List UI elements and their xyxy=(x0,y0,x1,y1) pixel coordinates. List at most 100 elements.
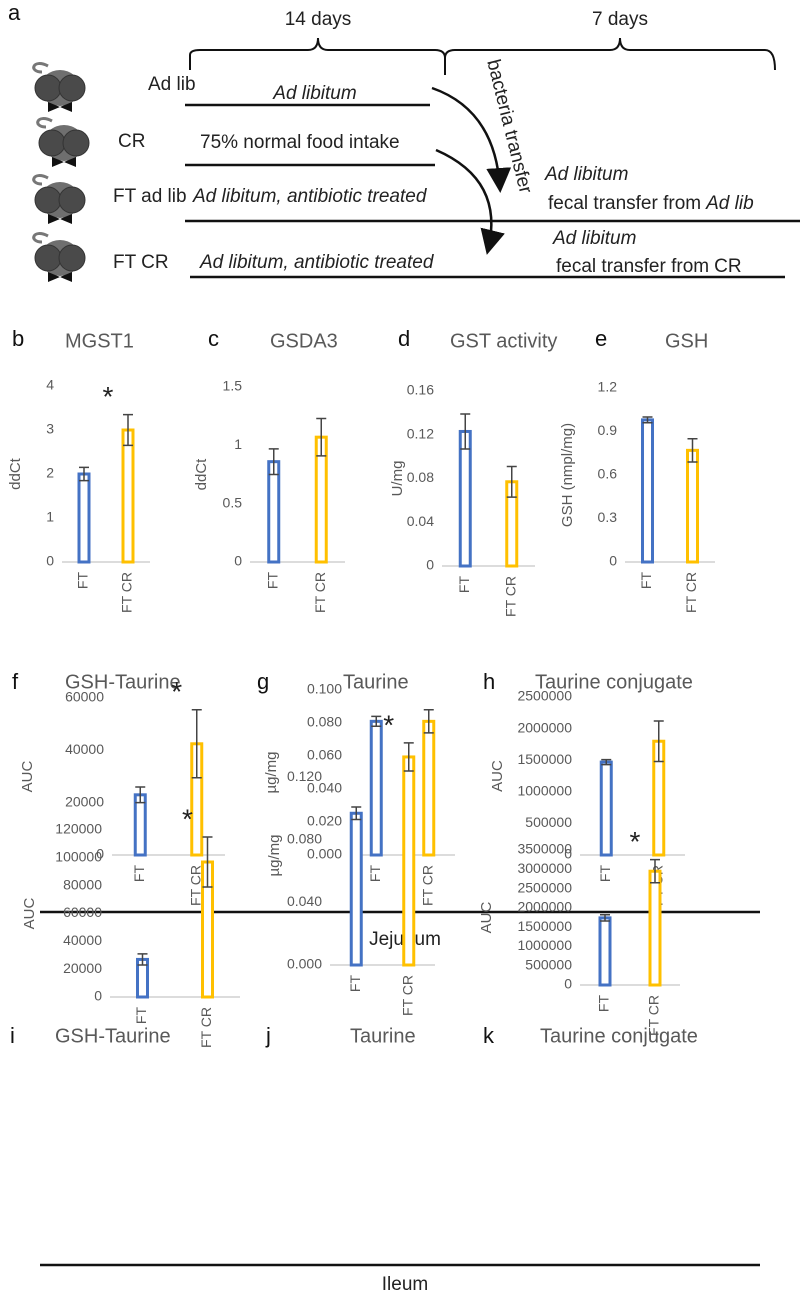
x-tick-label: FT xyxy=(456,576,472,594)
y-tick-label: 20000 xyxy=(63,960,102,976)
x-tick-label: FT CR xyxy=(198,1007,214,1048)
panel-letter: h xyxy=(483,669,495,694)
x-tick-label: FT CR xyxy=(312,572,328,613)
y-axis-label: AUC xyxy=(19,760,36,792)
y-axis-label: µg/mg xyxy=(263,752,280,794)
transfer-text: fecal transfer from Ad lib xyxy=(548,193,754,214)
y-tick-label: 0.060 xyxy=(307,747,342,763)
error-bar xyxy=(202,836,213,888)
error-bar xyxy=(135,786,146,804)
y-tick-label: 2500000 xyxy=(517,879,572,895)
bar xyxy=(458,429,472,568)
y-tick-label: 1.2 xyxy=(598,379,618,395)
y-tick-label: 0 xyxy=(94,988,102,1004)
bar xyxy=(686,448,699,564)
significance-mark: * xyxy=(383,709,394,740)
y-tick-label: 0 xyxy=(564,846,572,862)
x-tick-label: FT xyxy=(367,865,383,883)
error-bar xyxy=(79,466,89,482)
significance-mark: * xyxy=(182,803,193,834)
panel-title: GSH-Taurine xyxy=(55,1025,171,1047)
mouse-icon xyxy=(36,117,91,169)
group-label: CR xyxy=(118,131,145,152)
x-tick-label: FT CR xyxy=(119,572,135,613)
panel-letter: a xyxy=(8,0,21,25)
bar xyxy=(402,755,416,967)
y-tick-label: 0.100 xyxy=(307,681,342,697)
group-label: FT CR xyxy=(113,252,169,273)
transfer-diet: Ad libitum xyxy=(552,228,636,249)
x-tick-label: FT CR xyxy=(419,865,435,906)
y-tick-label: 0 xyxy=(426,557,434,573)
panel-title: Taurine xyxy=(343,671,409,693)
transfer-arrow xyxy=(435,148,505,255)
x-tick-label: FT CR xyxy=(646,995,662,1036)
y-axis-label: ddCt xyxy=(193,458,210,491)
error-bar xyxy=(268,448,279,476)
panel-title: Taurine conjugate xyxy=(540,1025,698,1047)
y-tick-label: 3500000 xyxy=(517,841,572,857)
panel-letter: i xyxy=(10,1023,15,1048)
error-bar xyxy=(423,709,434,734)
y-tick-label: 500000 xyxy=(525,814,572,830)
y-tick-label: 0.5 xyxy=(223,494,243,510)
y-tick-label: 0.3 xyxy=(598,509,618,525)
y-tick-label: 20000 xyxy=(65,793,104,809)
y-tick-label: 0.000 xyxy=(307,846,342,862)
significance-mark: * xyxy=(103,381,114,412)
y-tick-label: 4 xyxy=(46,377,54,393)
y-tick-label: 1 xyxy=(234,436,242,452)
transfer-text: fecal transfer from xyxy=(548,193,701,214)
mouse-icon xyxy=(32,232,87,284)
transfer-label: bacteria transfer xyxy=(482,57,536,196)
period-brace xyxy=(189,37,776,71)
y-tick-label: 2 xyxy=(46,465,54,481)
y-tick-label: 3000000 xyxy=(517,860,572,876)
y-tick-label: 0.020 xyxy=(307,813,342,829)
y-axis-label: AUC xyxy=(489,760,506,792)
x-tick-label: FT CR xyxy=(399,975,415,1016)
y-tick-label: 60000 xyxy=(63,904,102,920)
y-tick-label: 0 xyxy=(564,976,572,992)
y-tick-label: 0 xyxy=(96,846,104,862)
period-label: 14 days xyxy=(285,9,352,30)
panel-title: MGST1 xyxy=(65,330,134,352)
error-bar xyxy=(506,465,517,498)
error-bar xyxy=(642,416,653,424)
y-tick-label: 1 xyxy=(46,509,54,525)
panel-letter: j xyxy=(265,1023,271,1048)
error-bar xyxy=(460,413,471,450)
y-tick-label: 1500000 xyxy=(517,918,572,934)
error-bar xyxy=(601,758,612,766)
error-bar xyxy=(351,806,362,821)
panel-letter: e xyxy=(595,326,607,351)
y-tick-label: 120000 xyxy=(55,821,102,837)
y-tick-label: 0.9 xyxy=(598,422,618,438)
bar xyxy=(641,418,654,564)
y-tick-label: 60000 xyxy=(65,689,104,705)
y-tick-label: 2000000 xyxy=(517,899,572,915)
y-tick-label: 0.12 xyxy=(407,425,434,441)
panel-title: GST activity xyxy=(450,330,557,352)
panel-letter: f xyxy=(12,669,19,694)
y-tick-label: 0.040 xyxy=(287,893,322,909)
panel-title: Taurine xyxy=(350,1025,416,1047)
y-tick-label: 100000 xyxy=(55,849,102,865)
y-tick-label: 1500000 xyxy=(517,751,572,767)
bar xyxy=(599,760,613,857)
error-bar xyxy=(123,413,133,447)
y-axis-label: U/mg xyxy=(389,461,406,497)
error-bar xyxy=(191,709,202,779)
bar xyxy=(267,460,281,564)
mouse-icon xyxy=(32,174,87,226)
y-tick-label: 3 xyxy=(46,421,54,437)
panel-letter: b xyxy=(12,326,24,351)
y-tick-label: 1000000 xyxy=(517,937,572,953)
y-tick-label: 0.08 xyxy=(407,469,434,485)
transfer-source: CR xyxy=(714,256,741,277)
bar xyxy=(133,793,147,857)
y-tick-label: 40000 xyxy=(65,741,104,757)
error-bar xyxy=(653,720,664,763)
bar xyxy=(598,916,612,987)
y-tick-label: 500000 xyxy=(525,956,572,972)
